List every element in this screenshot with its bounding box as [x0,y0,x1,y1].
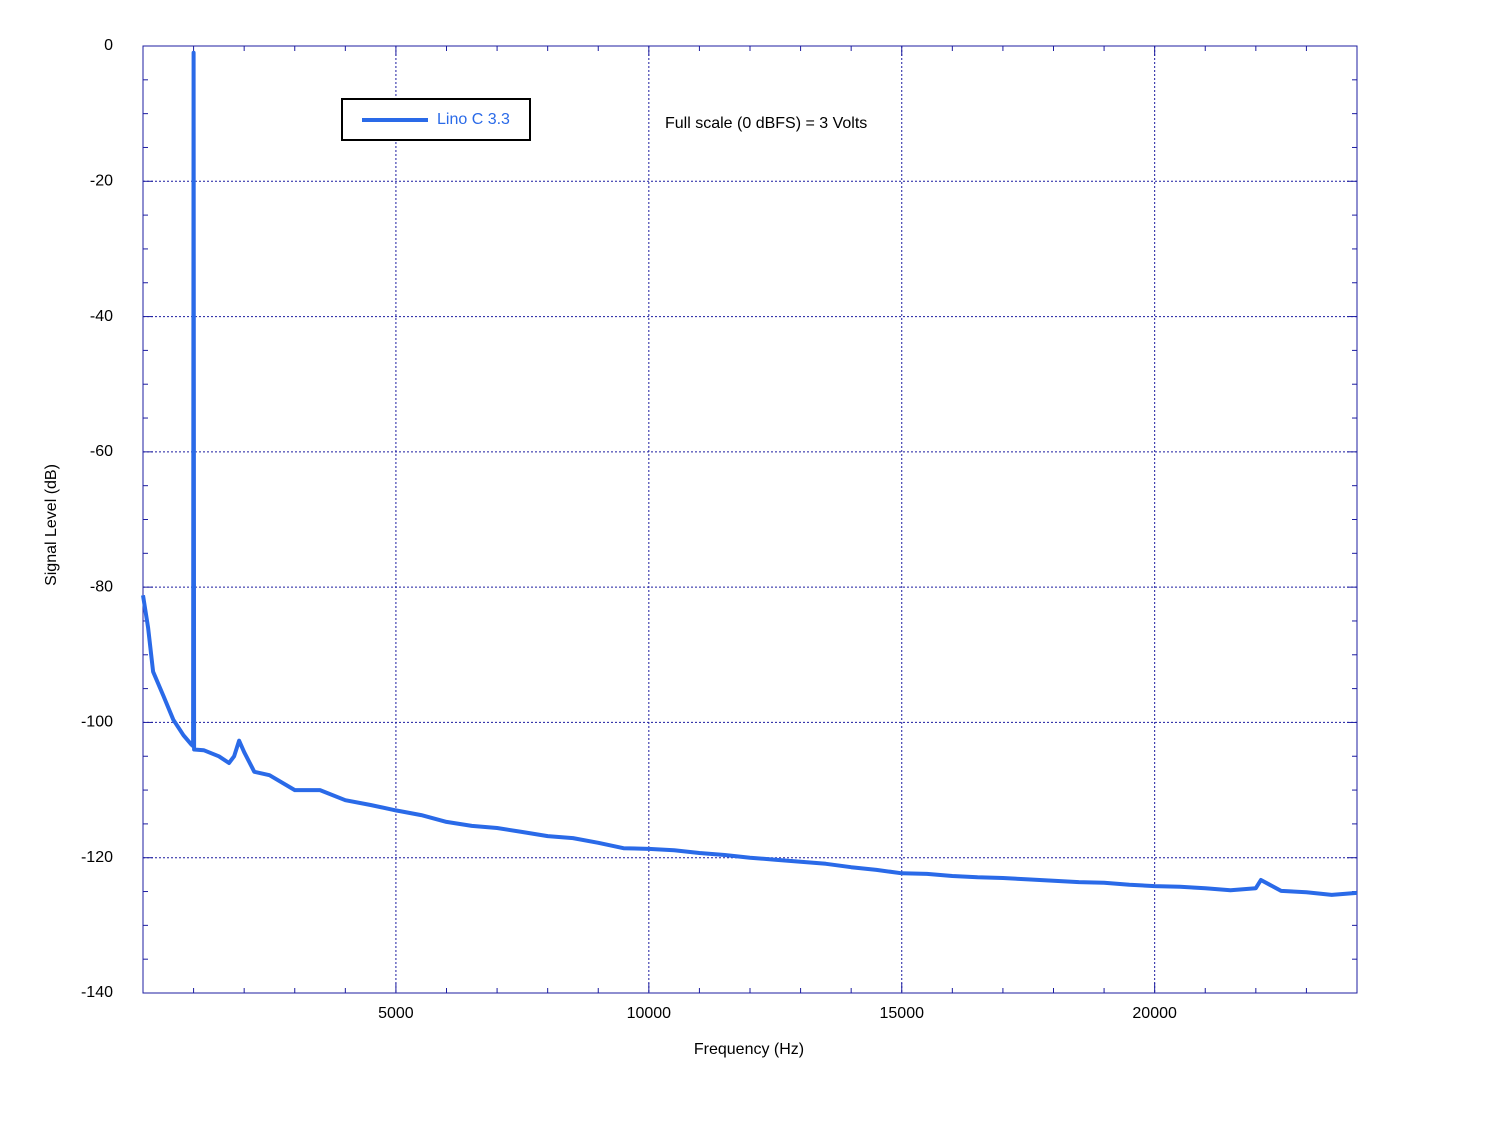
x-tick-label: 10000 [627,1005,672,1022]
y-axis-label: Signal Level (dB) [43,464,60,586]
y-tick-label: -40 [90,308,113,325]
legend-label: Lino C 3.3 [437,111,510,128]
y-tick-label: -80 [90,578,113,595]
x-tick-label: 15000 [880,1005,925,1022]
y-tick-label: -100 [81,714,113,731]
y-tick-label: -60 [90,443,113,460]
x-tick-label: 5000 [378,1005,414,1022]
y-tick-label: -120 [81,849,113,866]
annotation: Full scale (0 dBFS) = 3 Volts [665,115,867,132]
x-axis-label: Frequency (Hz) [694,1041,804,1058]
y-tick-label: 0 [104,37,113,54]
x-tick-label: 20000 [1132,1005,1177,1022]
plot-frame [142,45,1358,994]
y-tick-label: -140 [81,984,113,1001]
y-tick-label: -20 [90,173,113,190]
data-line [141,50,1358,897]
